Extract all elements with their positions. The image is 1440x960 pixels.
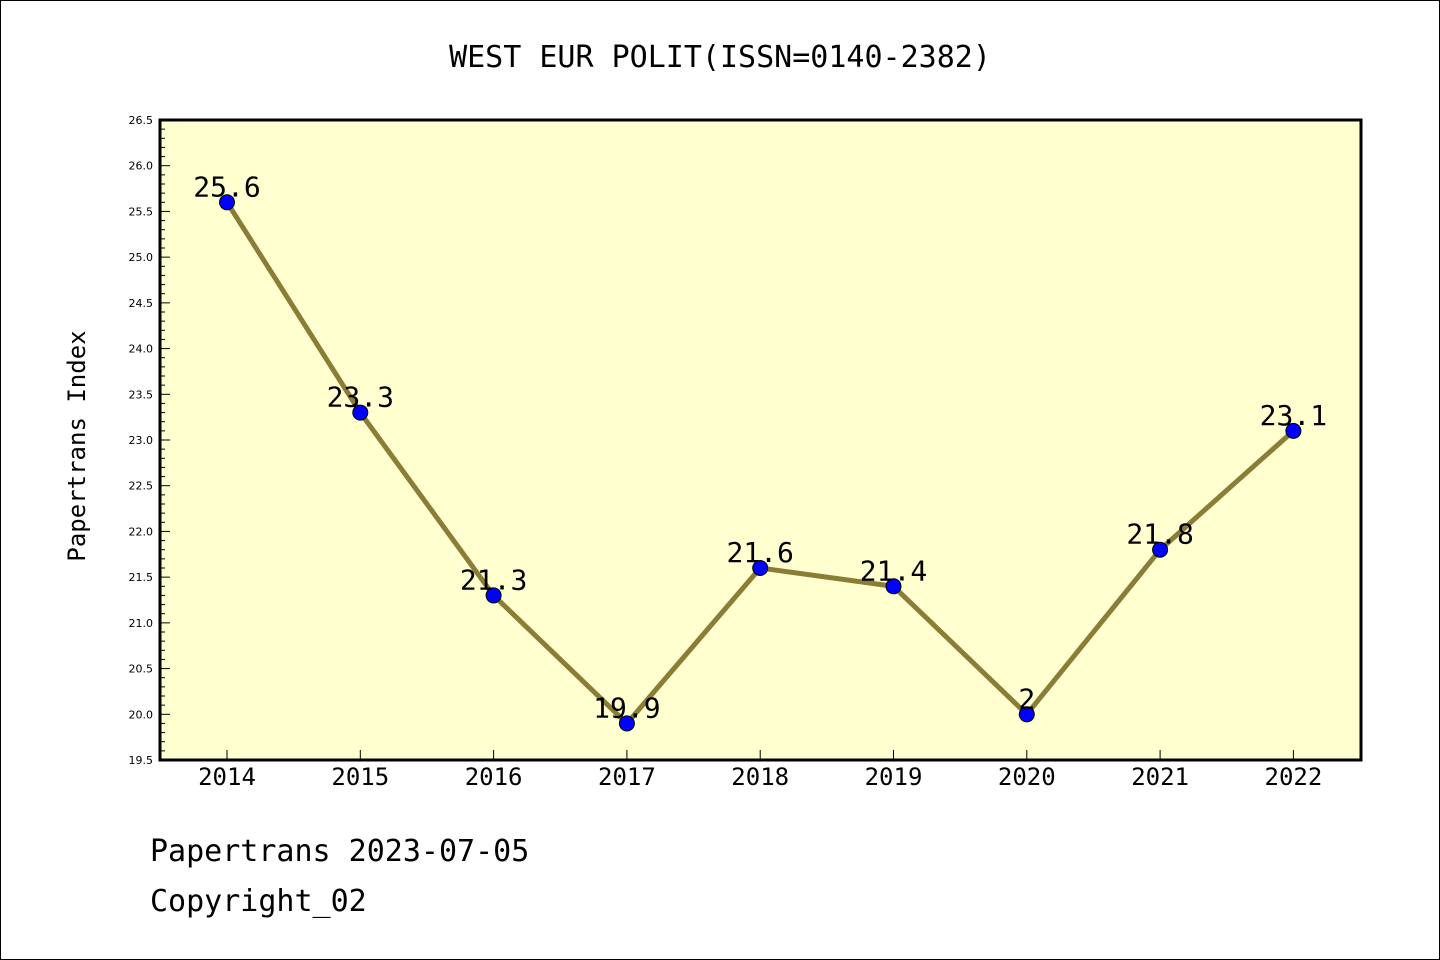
data-label: 25.6 [193, 170, 260, 203]
plot-area [160, 120, 1361, 760]
y-tick-label: 20.5 [129, 663, 154, 676]
y-tick-label: 22.5 [129, 480, 154, 493]
x-tick-label: 2019 [865, 763, 923, 791]
data-label: 19.9 [593, 691, 660, 724]
data-point [219, 194, 235, 211]
data-point [1285, 422, 1302, 439]
data-point [352, 404, 369, 421]
y-tick-label: 23.5 [129, 388, 154, 401]
data-point [885, 578, 902, 595]
x-tick-label: 2020 [998, 763, 1056, 791]
footer-date-line: Papertrans 2023-07-05 [150, 834, 530, 869]
data-label: 21.8 [1126, 518, 1193, 551]
data-label: 23.1 [1260, 399, 1327, 432]
x-tick-label: 2014 [198, 763, 256, 791]
y-tick-label: 26.0 [129, 160, 154, 173]
y-tick-label: 24.5 [129, 297, 154, 310]
x-tick-label: 2016 [465, 763, 523, 791]
x-tick-label: 2022 [1265, 763, 1323, 791]
data-point [618, 715, 635, 732]
data-point [485, 587, 502, 604]
data-label: 21.3 [460, 563, 527, 596]
y-tick-label: 21.0 [129, 617, 154, 630]
data-label: 2 [1018, 682, 1035, 715]
y-tick-label: 21.5 [129, 571, 154, 584]
y-axis-label: Papertrans Index [63, 330, 91, 561]
y-tick-label: 23.0 [129, 434, 154, 447]
y-tick-label: 26.5 [129, 114, 154, 127]
plot-border [158, 118, 1363, 762]
x-tick-label: 2018 [731, 763, 789, 791]
y-tick-label: 22.0 [129, 525, 154, 538]
data-label: 21.6 [726, 536, 793, 569]
y-tick-label: 25.0 [129, 251, 154, 264]
y-tick-label: 25.5 [129, 205, 154, 218]
data-point [752, 560, 769, 576]
chart-title: WEST EUR POLIT(ISSN=0140-2382) [449, 40, 991, 75]
data-point [1018, 706, 1035, 723]
data-point [1152, 541, 1169, 558]
y-tick-label: 20.0 [129, 708, 154, 721]
x-tick-label: 2017 [598, 763, 656, 791]
data-label: 21.4 [860, 554, 927, 587]
footer-copyright: Copyright_02 [150, 884, 367, 919]
data-label: 23.3 [327, 381, 394, 414]
y-tick-label: 19.5 [129, 754, 154, 767]
y-tick-label: 24.0 [129, 343, 154, 356]
x-tick-label: 2021 [1131, 763, 1189, 791]
x-tick-label: 2015 [331, 763, 389, 791]
